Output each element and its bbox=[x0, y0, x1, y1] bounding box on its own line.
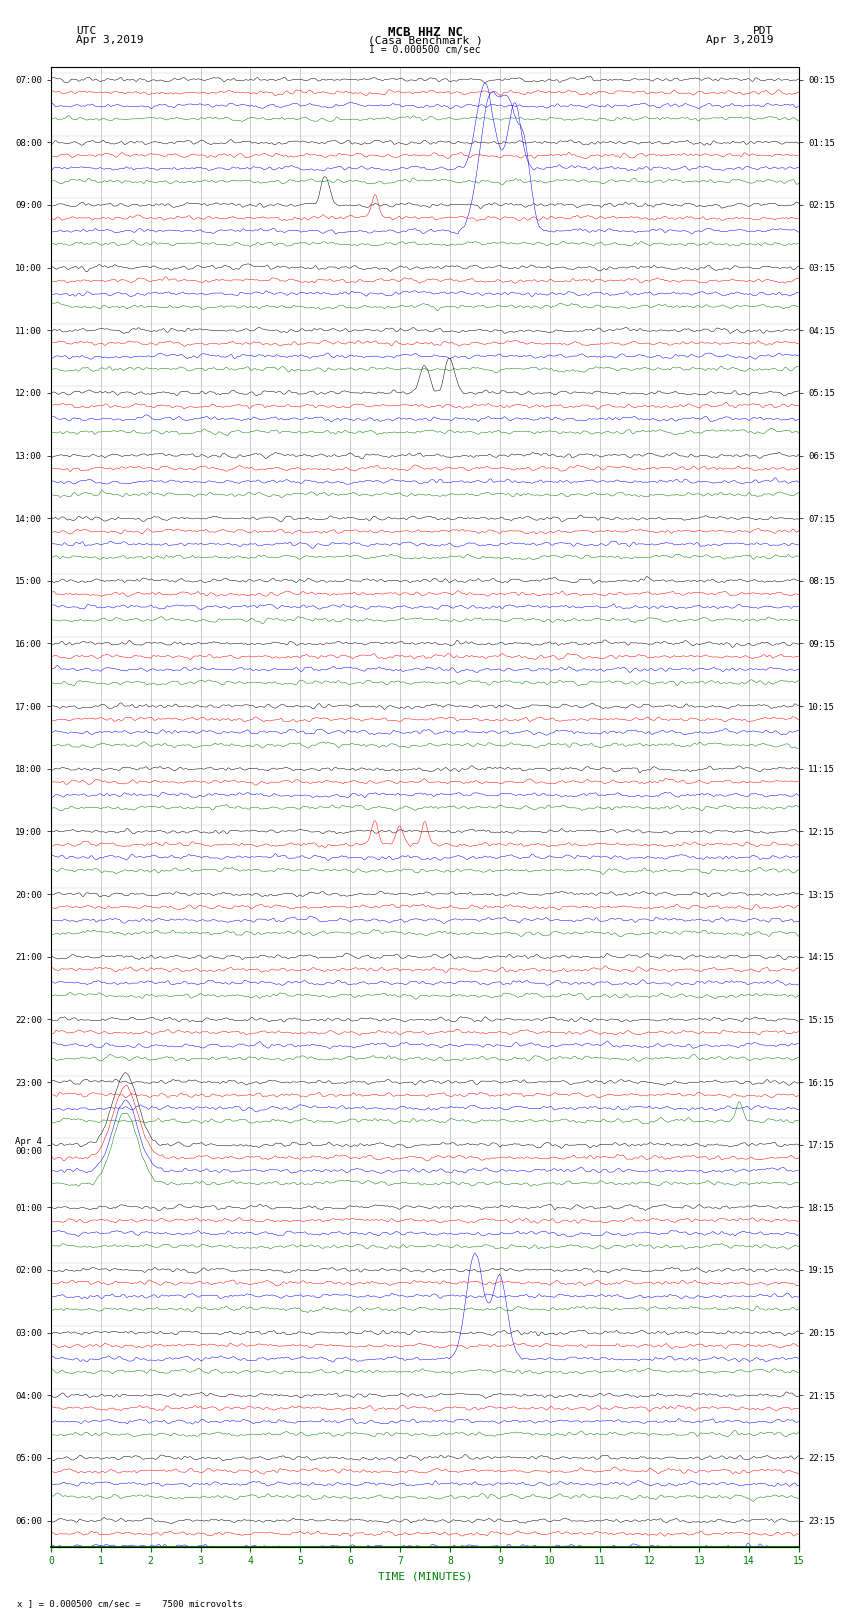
Text: PDT: PDT bbox=[753, 26, 774, 35]
Text: MCB HHZ NC: MCB HHZ NC bbox=[388, 26, 462, 39]
Text: Apr 3,2019: Apr 3,2019 bbox=[706, 35, 774, 45]
Text: x ] = 0.000500 cm/sec =    7500 microvolts: x ] = 0.000500 cm/sec = 7500 microvolts bbox=[17, 1598, 243, 1608]
Text: (Casa Benchmark ): (Casa Benchmark ) bbox=[367, 35, 483, 45]
X-axis label: TIME (MINUTES): TIME (MINUTES) bbox=[377, 1573, 473, 1582]
Text: UTC: UTC bbox=[76, 26, 97, 35]
Text: I = 0.000500 cm/sec: I = 0.000500 cm/sec bbox=[369, 45, 481, 55]
Text: Apr 3,2019: Apr 3,2019 bbox=[76, 35, 144, 45]
